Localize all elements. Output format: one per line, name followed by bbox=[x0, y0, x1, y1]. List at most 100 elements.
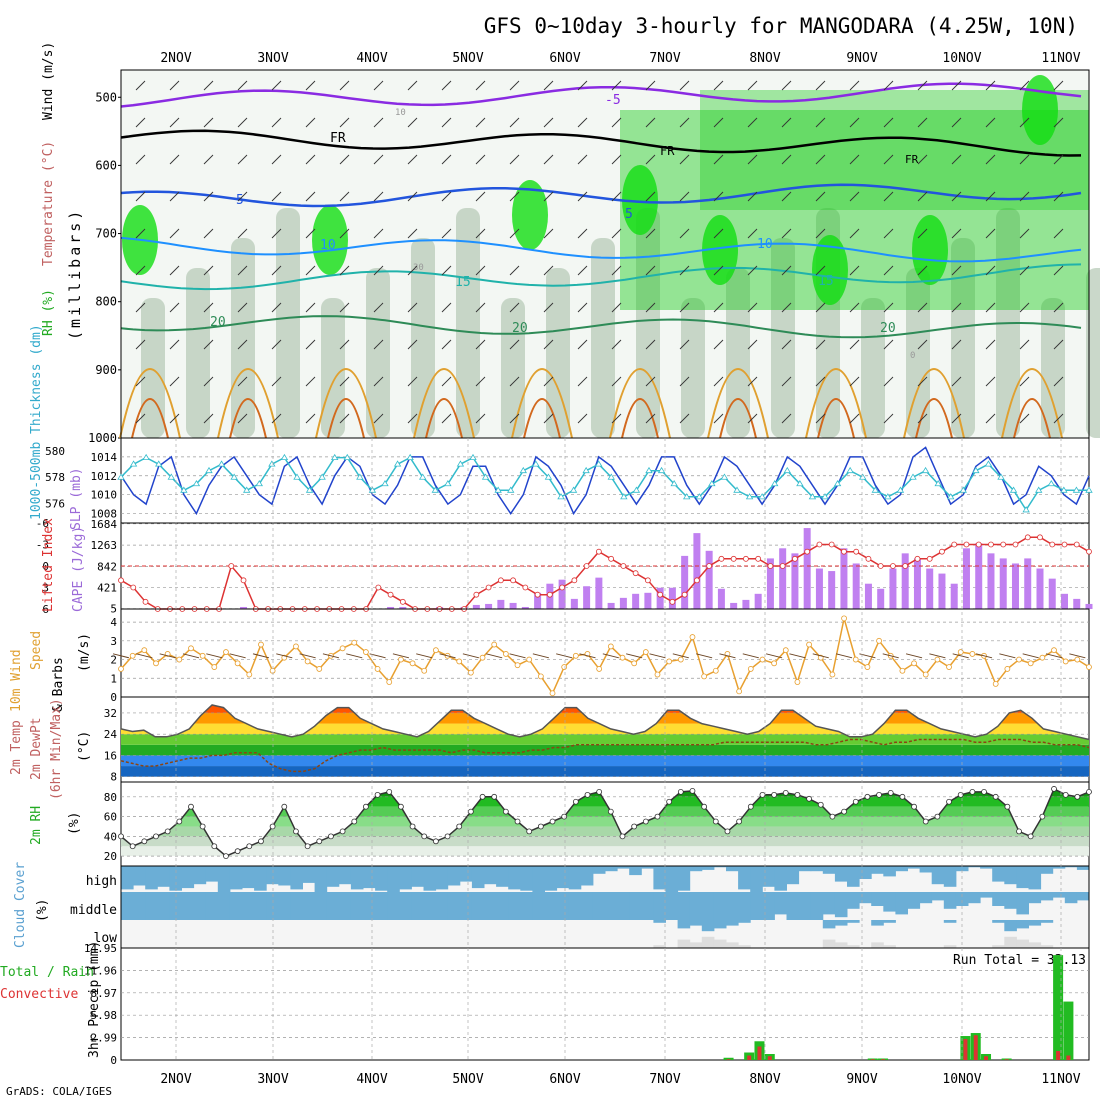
pressure-tick-label: 500 bbox=[95, 90, 117, 104]
wind-barb bbox=[577, 117, 588, 128]
surface-wind-barb bbox=[532, 653, 549, 659]
surface-wind-barb bbox=[882, 653, 899, 659]
cloud-low-bar bbox=[1040, 945, 1054, 948]
wind-barb bbox=[135, 228, 146, 239]
pressure-tick-label: 900 bbox=[95, 363, 117, 377]
lifted-index-line-point bbox=[988, 541, 994, 548]
cloud-cover-bar bbox=[1004, 892, 1017, 909]
rh-line-point bbox=[514, 818, 521, 825]
wind-speed-line-point bbox=[701, 673, 708, 680]
cape-bar bbox=[950, 583, 958, 609]
rh-line-point bbox=[887, 789, 894, 796]
slp-line bbox=[120, 446, 1090, 516]
lifted-index-line-point bbox=[583, 563, 590, 569]
rh-line-point bbox=[747, 803, 754, 810]
cloud-cover-bar bbox=[302, 892, 316, 920]
wind-barb bbox=[815, 265, 826, 276]
wind-barb bbox=[781, 339, 792, 350]
wind-barb bbox=[679, 228, 690, 239]
wind-barb bbox=[645, 80, 656, 91]
wind-speed-line-point bbox=[771, 660, 778, 667]
li-tick-label: -6 bbox=[36, 517, 49, 530]
wind-barb bbox=[407, 80, 418, 91]
rh-line-point bbox=[223, 853, 229, 860]
wind-speed-line-point bbox=[141, 647, 148, 654]
wind-barb bbox=[713, 376, 724, 387]
wind-speed-line-point bbox=[304, 658, 311, 665]
wind-barb bbox=[985, 265, 996, 276]
wind-barb bbox=[169, 191, 180, 202]
cloud-cover-bar bbox=[145, 866, 158, 890]
cape-bar bbox=[975, 543, 983, 609]
pressure-tick-label: 1000 bbox=[88, 431, 117, 445]
rh-color-band bbox=[121, 826, 1089, 837]
wind-barb bbox=[747, 302, 758, 313]
lifted-index-line-point bbox=[497, 577, 504, 584]
temp-color-band bbox=[121, 744, 1089, 756]
cloud-cover-bar bbox=[423, 892, 437, 920]
cloud-low-bar bbox=[847, 945, 860, 948]
cloud-cover-bar bbox=[484, 892, 497, 920]
wind-barb bbox=[339, 117, 350, 128]
ylabel-2m-rh: 2m RH bbox=[29, 806, 44, 845]
rh-line-point bbox=[782, 789, 789, 796]
wind-barb bbox=[475, 228, 486, 239]
date-label-bottom: 2NOV bbox=[160, 1072, 191, 1087]
precip-total-bar bbox=[723, 1057, 734, 1060]
cape-bar bbox=[656, 587, 664, 609]
lifted-index-line-point bbox=[779, 563, 786, 569]
temp-tick-label: 8 bbox=[110, 771, 117, 784]
wind-barb bbox=[305, 376, 316, 387]
thickness-line-point bbox=[444, 479, 452, 487]
rh-shade-column bbox=[1086, 268, 1100, 438]
wind-barb bbox=[951, 376, 962, 387]
lifted-index-line-point bbox=[510, 577, 517, 584]
boundary-layer-contour bbox=[1013, 398, 1051, 439]
lifted-index-line-point bbox=[130, 584, 137, 591]
cloud-cover-bar bbox=[798, 892, 812, 920]
rh-line-point bbox=[701, 803, 708, 810]
rh-line-point bbox=[467, 808, 474, 815]
cloud-low-bar bbox=[992, 945, 1005, 948]
wind-barb bbox=[1053, 191, 1064, 202]
rh-line-point bbox=[281, 803, 288, 810]
precip-convective-bar bbox=[881, 1059, 886, 1060]
rh-line-point bbox=[339, 828, 346, 835]
wind-barb bbox=[985, 302, 996, 313]
wind-barb bbox=[849, 413, 860, 424]
cloud-cover-bar bbox=[205, 866, 219, 882]
wind-speed-line-point bbox=[456, 658, 463, 665]
ylabel-cape: CAPE (J/kg) bbox=[71, 526, 86, 612]
cloud-cover-bar bbox=[762, 866, 775, 887]
wind-barb bbox=[271, 339, 282, 350]
boundary-layer-contour bbox=[903, 368, 965, 439]
wind-barb bbox=[373, 376, 384, 387]
date-label-bottom: 11NOV bbox=[1041, 1072, 1080, 1087]
wind-barb bbox=[951, 117, 962, 128]
lifted-index-line-point bbox=[890, 563, 896, 569]
cloud-cover-bar bbox=[713, 866, 727, 868]
wind-barb bbox=[441, 228, 452, 239]
cape-bar bbox=[240, 606, 248, 609]
wind-speed-line-point bbox=[677, 656, 684, 663]
temperature-contour bbox=[120, 263, 1082, 291]
wind-barb bbox=[883, 302, 894, 313]
thickness-tick-label: 576 bbox=[45, 497, 65, 510]
surface-wind-barb bbox=[812, 653, 829, 659]
wind-speed-line-point bbox=[432, 647, 439, 654]
plot-area: 2NOV 2NOV 3NOV 3NOV 4NOV 4NOV 5NOV 5NOV 6NOV 6NOV… bbox=[0, 42, 1100, 1087]
temperature-contour bbox=[120, 315, 1082, 339]
thickness-line-point bbox=[280, 453, 289, 461]
surface-wind-barb bbox=[905, 653, 923, 659]
temp-color-band bbox=[121, 734, 1089, 745]
lifted-index-line-point bbox=[693, 577, 700, 584]
thickness-line-point bbox=[758, 493, 766, 500]
cloud-cover-bar bbox=[375, 892, 388, 920]
rh-color-band bbox=[121, 788, 1089, 797]
cloud-cover-bar bbox=[943, 920, 957, 923]
rh-shade-column bbox=[366, 268, 390, 438]
wind-barb bbox=[203, 302, 214, 313]
cape-bar bbox=[509, 602, 517, 609]
wind-barb bbox=[849, 376, 860, 387]
cape-bar bbox=[607, 602, 615, 609]
